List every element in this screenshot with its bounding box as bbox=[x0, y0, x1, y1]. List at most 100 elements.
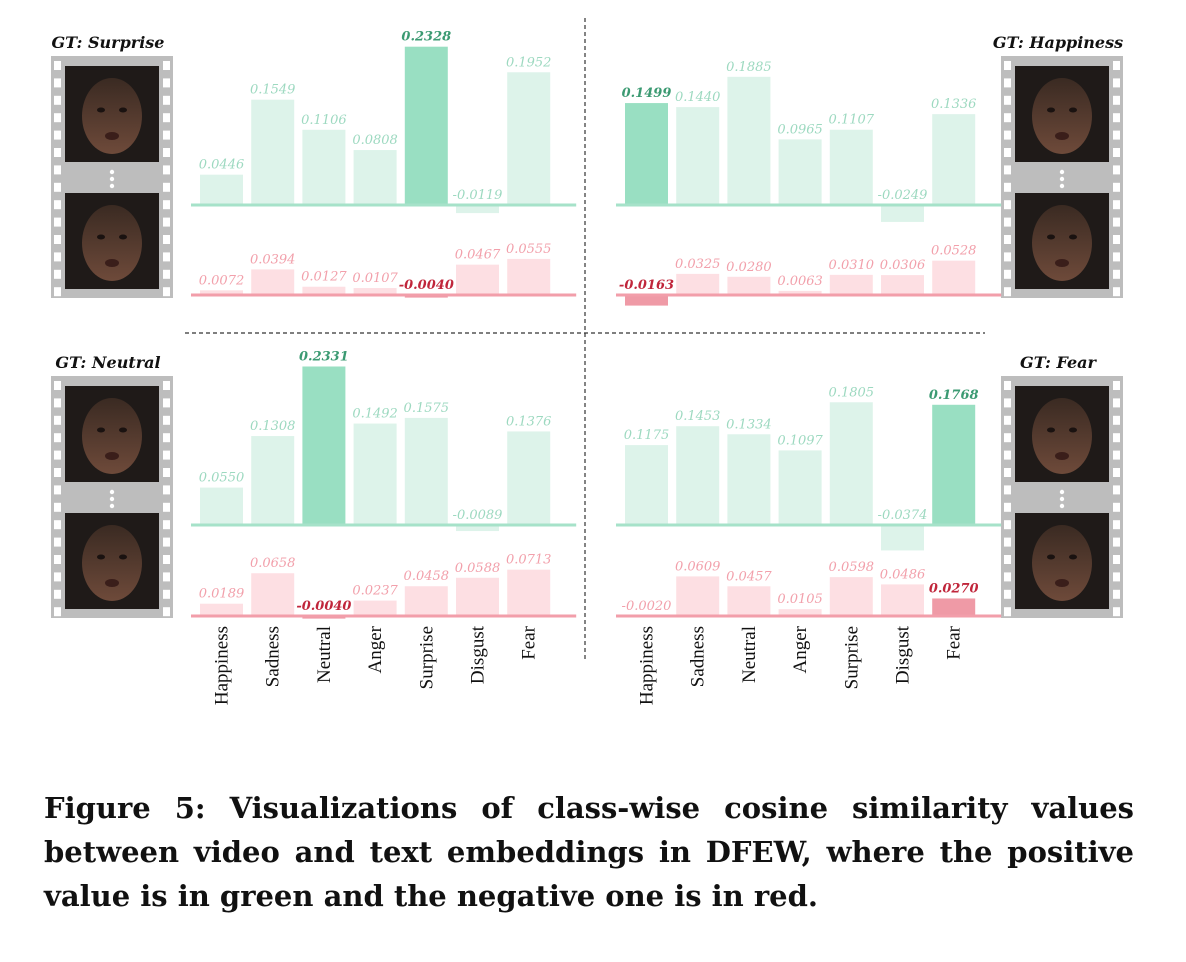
sprocket-hole-left bbox=[54, 433, 61, 443]
sprocket-hole-right bbox=[163, 235, 170, 244]
sprocket-hole-right bbox=[1113, 61, 1120, 70]
data-label: 0.0467 bbox=[455, 248, 501, 263]
bar-sadness bbox=[251, 99, 295, 205]
face-eye-right bbox=[1069, 427, 1077, 433]
bar-happiness bbox=[625, 103, 668, 205]
data-label: -0.0119 bbox=[453, 188, 503, 203]
sprocket-hole-right bbox=[163, 148, 170, 157]
data-label: 0.0713 bbox=[506, 553, 552, 568]
sprocket-hole-right bbox=[163, 252, 170, 262]
sprocket-hole-left bbox=[54, 130, 61, 140]
happiness-face-thumbnail-frame-1 bbox=[1015, 66, 1109, 162]
sprocket-hole-left bbox=[54, 537, 61, 547]
bar-anger bbox=[353, 288, 397, 295]
sprocket-hole-left bbox=[54, 269, 61, 279]
data-label: 0.1549 bbox=[250, 83, 296, 98]
chart-panel-3: GT: Neutral 0.0550 0.1308 0.2331 0.1492 0.157… bbox=[51, 349, 577, 619]
face-mouth bbox=[105, 132, 119, 140]
face-mouth bbox=[105, 579, 119, 587]
face-mouth bbox=[1055, 132, 1069, 140]
ground-truth-label: GT: Neutral bbox=[55, 353, 160, 372]
red-series: -0.0020 0.0609 0.0457 0.0105 0.0598 0.04860.0… bbox=[616, 559, 1002, 618]
data-label: 0.0189 bbox=[199, 587, 245, 602]
sprocket-hole-right bbox=[1113, 520, 1120, 530]
ground-truth-label: GT: Happiness bbox=[993, 33, 1123, 52]
frame-ellipsis-dot bbox=[109, 169, 115, 175]
bar-surprise bbox=[829, 274, 873, 295]
sprocket-hole-left bbox=[1004, 148, 1011, 157]
sprocket-hole-right bbox=[163, 269, 170, 279]
frame-ellipsis-dot bbox=[1059, 503, 1065, 509]
sprocket-hole-left bbox=[54, 415, 61, 425]
face-shape bbox=[1032, 525, 1092, 601]
data-label: 0.0965 bbox=[777, 122, 823, 137]
ground-truth-label: GT: Surprise bbox=[52, 33, 165, 52]
sprocket-hole-left bbox=[54, 607, 61, 617]
data-label: 0.0107 bbox=[352, 271, 398, 286]
bar-sadness bbox=[676, 576, 720, 616]
sprocket-hole-right bbox=[163, 572, 170, 582]
sprocket-hole-left bbox=[1004, 182, 1011, 192]
face-shape bbox=[1032, 205, 1092, 281]
bar-neutral bbox=[302, 129, 346, 205]
bar-disgust bbox=[456, 525, 499, 532]
sprocket-hole-left bbox=[1004, 398, 1011, 408]
face-mouth bbox=[1055, 259, 1069, 267]
surprise-face-thumbnail-frame-2 bbox=[65, 193, 159, 289]
sprocket-hole-right bbox=[1113, 450, 1120, 460]
bar-anger bbox=[778, 290, 822, 295]
bar-fear bbox=[507, 431, 551, 525]
bar-neutral bbox=[302, 366, 346, 525]
face-shape bbox=[82, 205, 142, 281]
category-label-neutral: Neutral bbox=[314, 626, 335, 683]
sprocket-hole-left bbox=[1004, 381, 1011, 390]
sprocket-hole-right bbox=[163, 287, 170, 297]
sprocket-hole-left bbox=[54, 95, 61, 105]
face-eye-left bbox=[1047, 234, 1055, 240]
data-label: -0.0089 bbox=[453, 508, 503, 523]
frame-ellipsis-dot bbox=[1059, 183, 1065, 189]
category-label-disgust: Disgust bbox=[468, 625, 489, 684]
green-series: 0.0446 0.1549 0.1106 0.0808 0.2328 -0.0119 0.1… bbox=[191, 30, 577, 214]
sprocket-hole-right bbox=[163, 555, 170, 564]
bar-disgust bbox=[456, 577, 499, 616]
neutral-face-thumbnail-frame-2 bbox=[65, 513, 159, 609]
sprocket-hole-left bbox=[54, 572, 61, 582]
bar-fear bbox=[507, 569, 551, 616]
neutral-face-thumbnail-frame-1 bbox=[65, 386, 159, 482]
sprocket-hole-right bbox=[1113, 537, 1120, 547]
sprocket-hole-left bbox=[1004, 555, 1011, 564]
sprocket-hole-left bbox=[54, 520, 61, 530]
face-mouth bbox=[1055, 452, 1069, 460]
data-label: 0.1885 bbox=[726, 60, 772, 75]
sprocket-hole-right bbox=[163, 450, 170, 460]
face-eye-left bbox=[1047, 554, 1055, 560]
sprocket-hole-right bbox=[1113, 130, 1120, 140]
data-label: 0.1097 bbox=[777, 433, 823, 448]
sprocket-hole-right bbox=[163, 589, 170, 599]
sprocket-hole-left bbox=[54, 78, 61, 88]
data-label: 0.1106 bbox=[301, 113, 347, 128]
category-label-happiness: Happiness bbox=[637, 626, 658, 705]
bar-neutral bbox=[727, 76, 771, 205]
film-strip bbox=[1001, 376, 1123, 618]
sprocket-hole-left bbox=[54, 113, 61, 123]
data-label: 0.0658 bbox=[250, 556, 296, 571]
bar-disgust bbox=[881, 584, 924, 616]
data-label: 0.1492 bbox=[352, 407, 398, 422]
bar-anger bbox=[353, 423, 397, 525]
data-label: 0.0237 bbox=[352, 584, 398, 599]
sprocket-hole-right bbox=[163, 381, 170, 390]
sprocket-hole-right bbox=[163, 502, 170, 512]
sprocket-hole-left bbox=[54, 287, 61, 297]
frame-ellipsis-dot bbox=[109, 489, 115, 495]
sprocket-hole-left bbox=[1004, 485, 1011, 495]
sprocket-hole-right bbox=[163, 165, 170, 175]
category-label-happiness: Happiness bbox=[212, 626, 233, 705]
sprocket-hole-right bbox=[163, 398, 170, 408]
frame-ellipsis-dot bbox=[1059, 496, 1065, 502]
fear-face-thumbnail-frame-2 bbox=[1015, 513, 1109, 609]
bar-sadness bbox=[251, 436, 295, 525]
figure-canvas: GT: Surprise 0.0446 0.1549 0.1106 0.0808 0.23… bbox=[51, 18, 1123, 705]
sprocket-hole-left bbox=[1004, 502, 1011, 512]
